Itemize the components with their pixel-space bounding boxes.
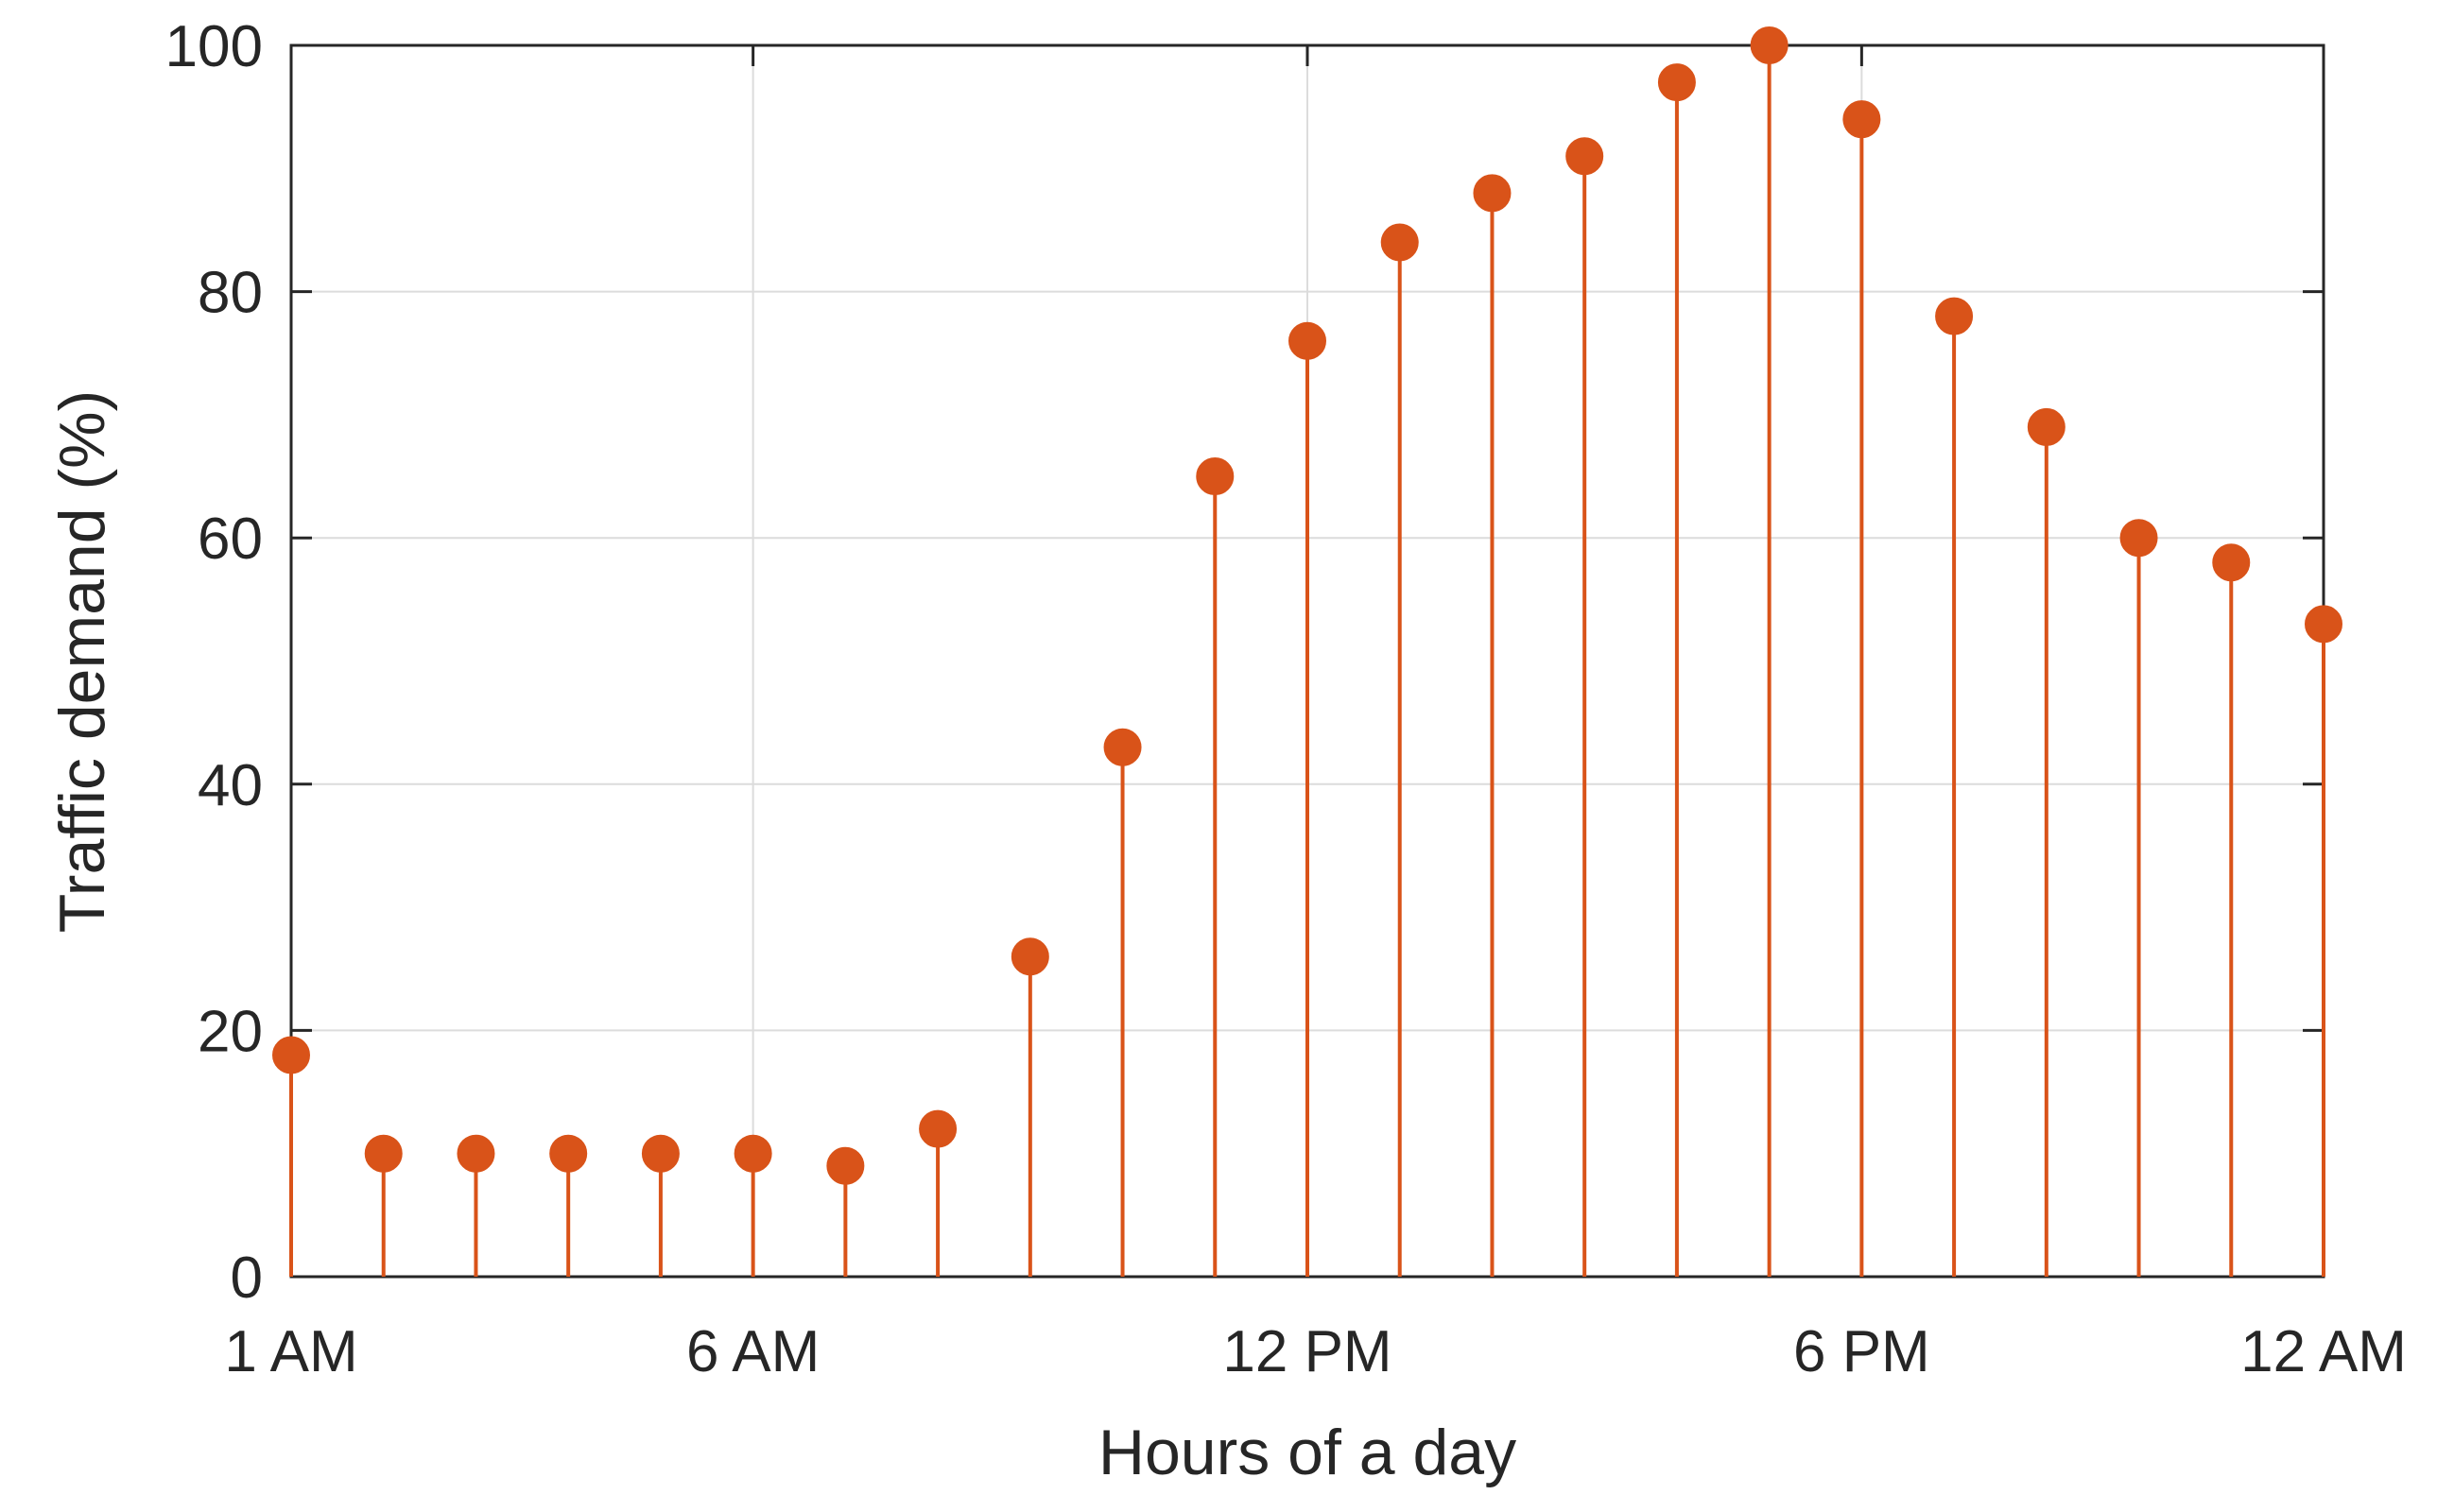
- x-tick-label-2: 12 PM: [1222, 1319, 1391, 1384]
- x-tick-label-1: 6 AM: [686, 1319, 820, 1384]
- stem-marker-20: [2119, 519, 2158, 558]
- stem-marker-6: [826, 1146, 865, 1185]
- stem-marker-8: [1011, 937, 1049, 976]
- stem-marker-13: [1473, 174, 1512, 213]
- y-tick-label-2: 40: [198, 753, 263, 818]
- stem-marker-14: [1565, 137, 1604, 176]
- x-axis-label: Hours of a day: [1098, 1417, 1516, 1488]
- x-tick-label-3: 6 PM: [1793, 1319, 1930, 1384]
- stem-marker-18: [1935, 297, 1974, 335]
- y-tick-label-1: 20: [198, 999, 263, 1064]
- stem-marker-15: [1657, 63, 1696, 102]
- y-tick-label-4: 80: [198, 261, 263, 326]
- y-tick-label-3: 60: [198, 507, 263, 572]
- y-tick-label-5: 100: [165, 14, 263, 79]
- stem-marker-4: [641, 1134, 680, 1173]
- stem-marker-9: [1103, 728, 1142, 766]
- y-tick-label-0: 0: [231, 1246, 263, 1311]
- x-tick-label-0: 1 AM: [224, 1319, 357, 1384]
- stem-marker-7: [919, 1109, 958, 1148]
- stem-marker-1: [364, 1134, 403, 1173]
- y-axis-label: Traffic demand (%): [46, 390, 118, 933]
- stem-marker-10: [1196, 457, 1235, 496]
- stem-marker-2: [457, 1134, 495, 1173]
- stem-marker-16: [1750, 26, 1789, 64]
- x-tick-label-4: 12 AM: [2240, 1319, 2407, 1384]
- stem-marker-19: [2027, 407, 2065, 446]
- stem-marker-21: [2212, 543, 2251, 582]
- stem-marker-12: [1380, 223, 1419, 262]
- stems-layer: [289, 45, 2325, 1277]
- stem-marker-17: [1842, 100, 1881, 139]
- stem-marker-22: [2305, 605, 2342, 644]
- markers-layer: [272, 26, 2342, 1185]
- stem-marker-3: [549, 1134, 588, 1173]
- stem-marker-0: [272, 1036, 310, 1074]
- stem-marker-5: [734, 1134, 772, 1173]
- stem-marker-11: [1288, 321, 1326, 360]
- tick-labels-layer: 0 20 40 60 80 100 1 AM 6 AM 12 PM 6 PM 12 AM: [165, 14, 2407, 1384]
